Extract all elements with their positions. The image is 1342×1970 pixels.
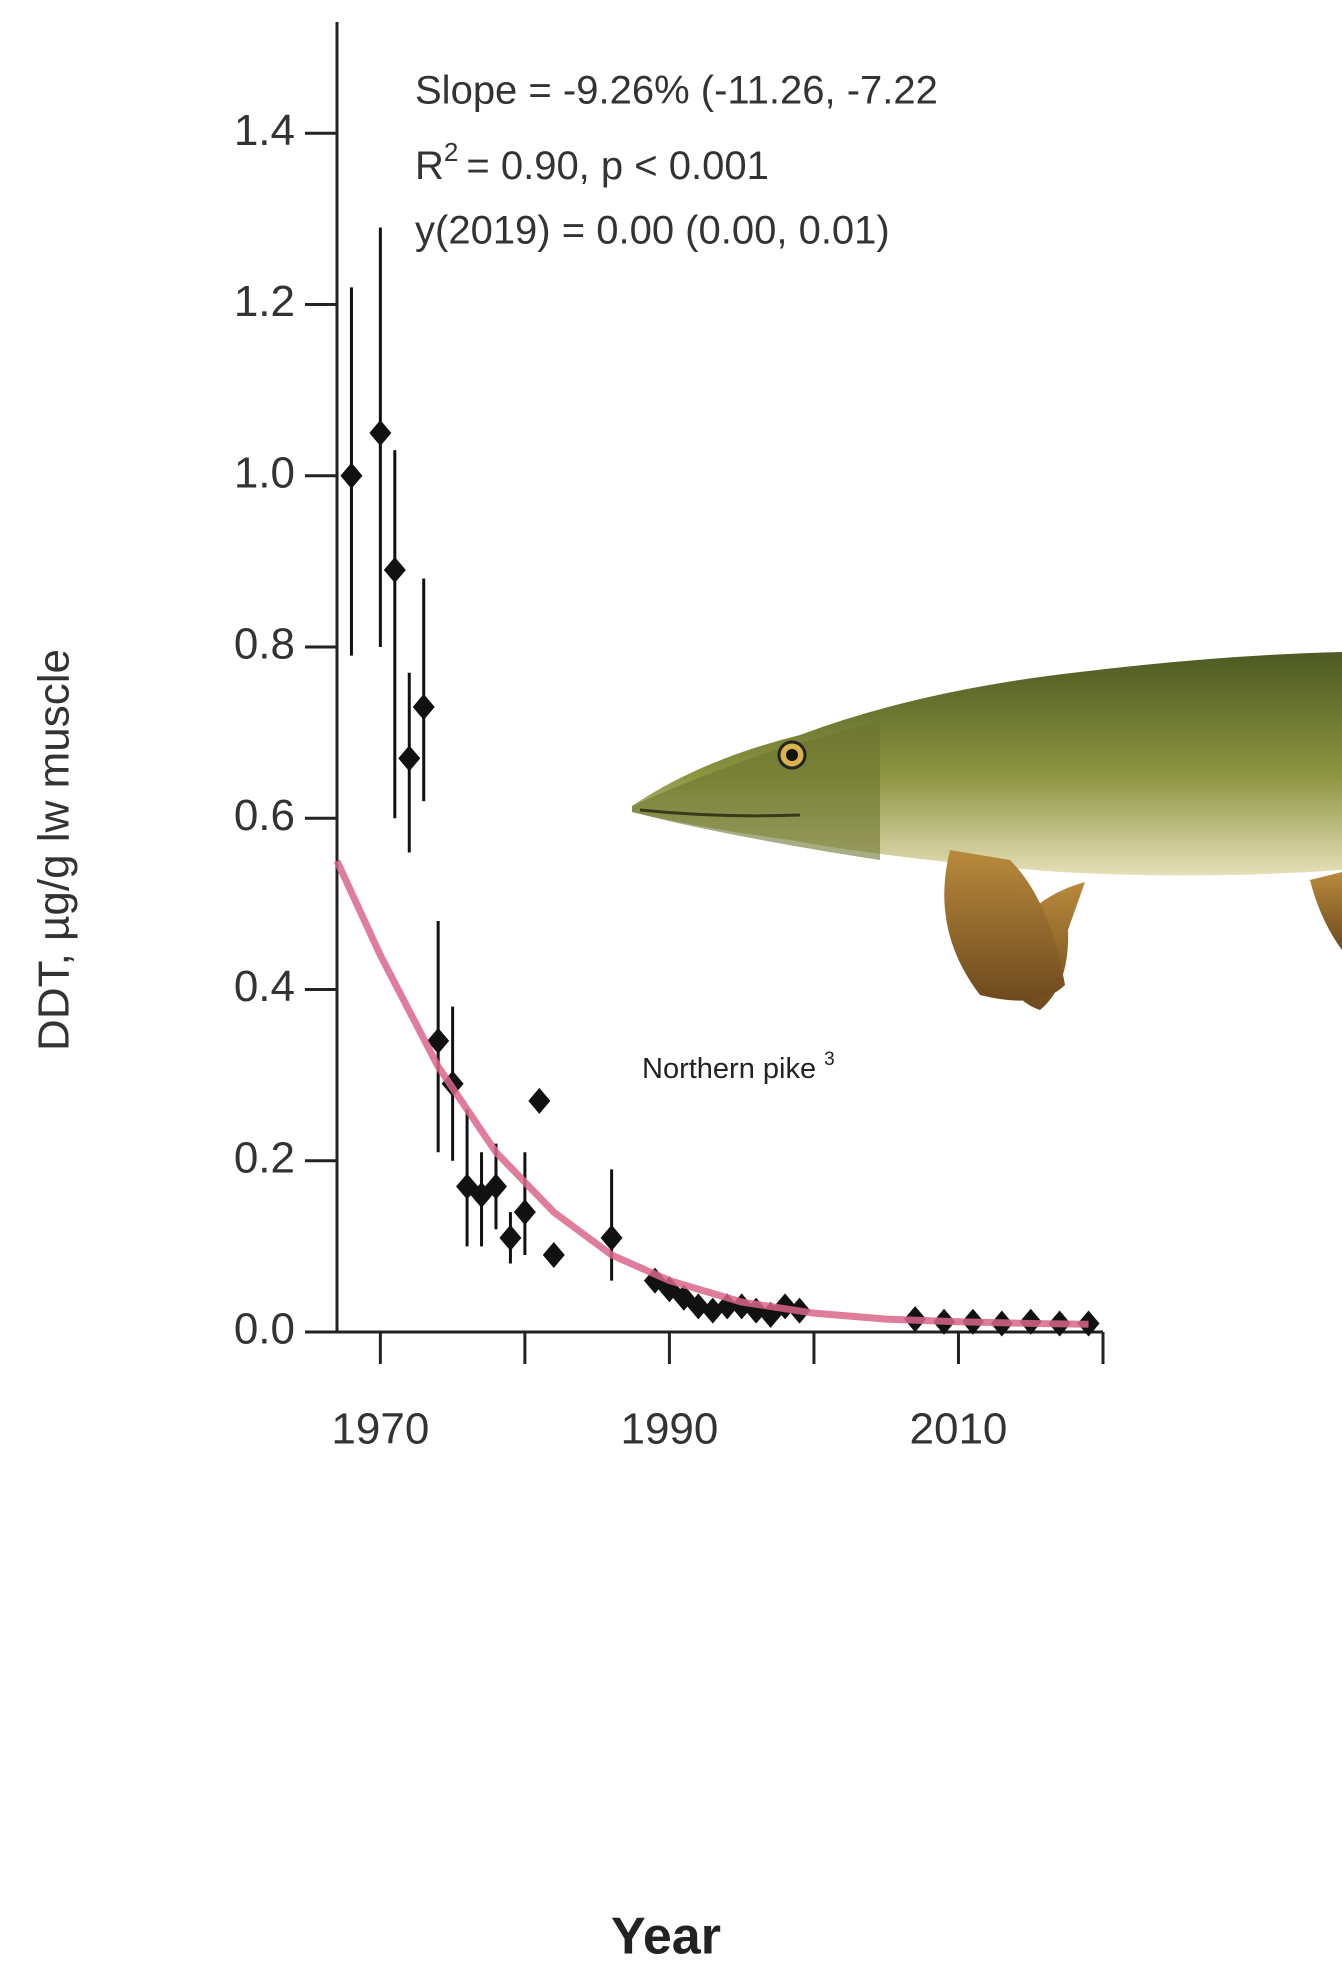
species-name: Northern pike — [642, 1053, 816, 1085]
mean-marker — [398, 745, 421, 772]
y-tick-label: 1.2 — [234, 277, 295, 326]
annotation-part: R — [415, 144, 444, 188]
mean-marker — [427, 1027, 450, 1054]
x-axis-label: Year — [611, 1908, 721, 1966]
y-tick-label: 0.4 — [234, 962, 295, 1011]
pelvic-fin — [1310, 872, 1342, 950]
annotation-part: = 0.90, p < 0.001 — [466, 144, 768, 188]
mean-marker — [600, 1224, 623, 1251]
mean-marker — [513, 1199, 536, 1226]
x-tick-label: 1990 — [620, 1405, 718, 1454]
mean-marker — [542, 1241, 565, 1268]
annotation: R2 = 0.90, p < 0.001 — [415, 137, 769, 188]
mean-marker — [412, 693, 435, 720]
annotation: Slope = -9.26% (-11.26, -7.22 — [415, 69, 938, 113]
mean-marker — [369, 419, 392, 446]
y-tick-label: 0.0 — [234, 1305, 295, 1354]
pectoral-fin — [944, 850, 1065, 1001]
y-tick-label: 0.6 — [234, 791, 295, 840]
mean-marker — [340, 462, 363, 489]
annotation: y(2019) = 0.00 (0.00, 0.01) — [415, 209, 890, 253]
mean-marker — [484, 1173, 507, 1200]
mean-marker — [499, 1224, 522, 1251]
mean-marker — [383, 556, 406, 583]
x-tick-label: 1970 — [331, 1405, 429, 1454]
y-tick-label: 0.8 — [234, 620, 295, 669]
pike-mouth — [639, 808, 801, 818]
trend-line — [333, 859, 1089, 1328]
y-tick-label: 1.0 — [234, 448, 295, 497]
y-tick-label: 0.2 — [234, 1133, 295, 1182]
annotation-superscript: 2 — [444, 137, 458, 167]
species-label: Northern pike 3 — [642, 1049, 835, 1085]
pike-illustration — [632, 652, 1342, 1010]
mean-marker — [528, 1087, 551, 1114]
y-axis-label: DDT, µg/g lw muscle — [30, 649, 79, 1051]
y-tick-label: 1.4 — [234, 106, 295, 155]
pike-pupil — [786, 749, 798, 761]
pike-head — [632, 720, 880, 860]
footnote: 3 — [824, 1049, 835, 1070]
x-tick-label: 2010 — [910, 1405, 1008, 1454]
